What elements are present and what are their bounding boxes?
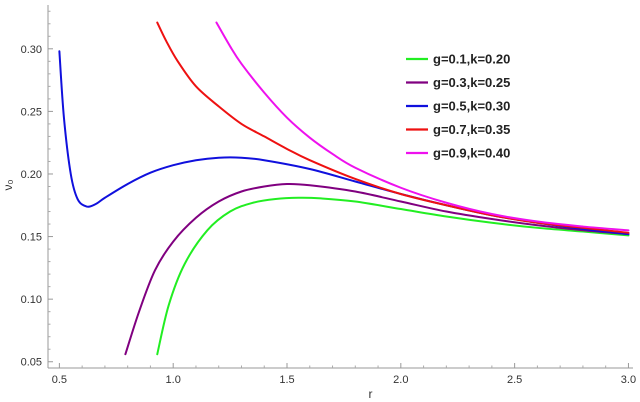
legend-label: g=0.3,k=0.25 xyxy=(433,75,510,90)
x-axis-title: r xyxy=(369,387,373,401)
legend-label: g=0.9,k=0.40 xyxy=(433,146,510,161)
y-tick-label: 0.15 xyxy=(21,232,42,244)
x-tick-label: 3.0 xyxy=(621,374,636,386)
y-tick-label: 0.10 xyxy=(21,294,42,306)
y-tick-label: 0.25 xyxy=(21,106,42,118)
series-line-4 xyxy=(156,21,630,234)
legend-label: g=0.7,k=0.35 xyxy=(433,122,510,137)
legend: g=0.1,k=0.20 g=0.3,k=0.25 g=0.5,k=0.30 g=0.… xyxy=(406,52,510,161)
axes xyxy=(47,5,633,369)
series-line-5 xyxy=(215,21,630,232)
legend-label: g=0.5,k=0.30 xyxy=(433,99,510,114)
x-tick-label: 0.5 xyxy=(52,374,67,386)
y-axis-title: ν₀ xyxy=(1,179,15,190)
tick-marks: 0.5 1.0 1.5 2.0 2.5 3.0 0.05 0.10 0.15 0.20 0.25 0.… xyxy=(21,10,636,386)
series-line-3 xyxy=(58,50,630,236)
y-tick-label: 0.20 xyxy=(21,169,42,181)
y-tick-label: 0.30 xyxy=(21,44,42,56)
x-tick-label: 2.5 xyxy=(507,374,522,386)
x-tick-label: 1.0 xyxy=(166,374,181,386)
series-line-2 xyxy=(124,182,630,356)
x-tick-label: 2.0 xyxy=(393,374,408,386)
y-tick-label: 0.05 xyxy=(21,357,42,369)
series-lines xyxy=(58,21,630,356)
series-line-1 xyxy=(156,196,630,356)
legend-label: g=0.1,k=0.20 xyxy=(433,52,510,67)
x-tick-label: 1.5 xyxy=(279,374,294,386)
